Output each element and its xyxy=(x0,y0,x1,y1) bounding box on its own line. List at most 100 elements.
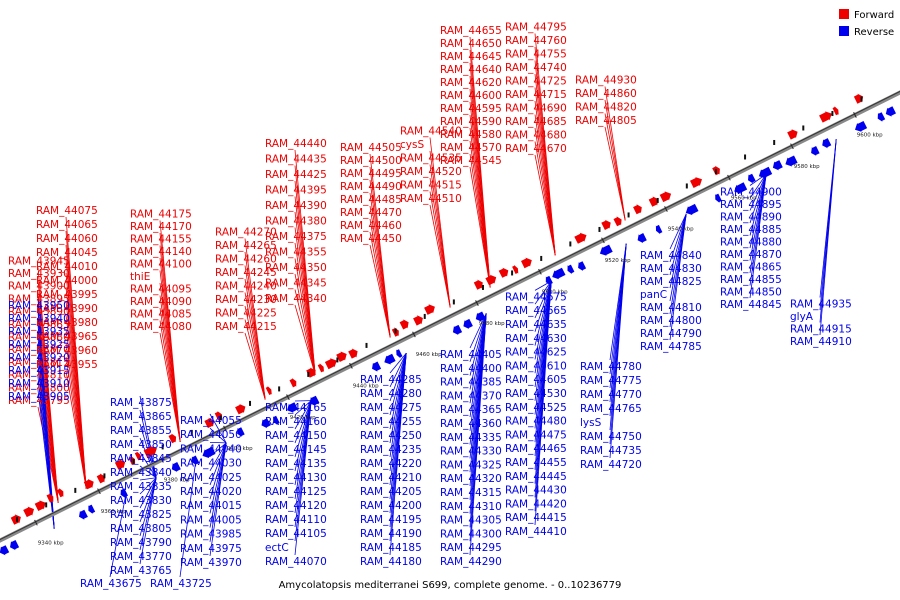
feature-marker xyxy=(627,212,630,218)
leader-line xyxy=(429,137,451,308)
reverse-gene-label: RAM_44415 xyxy=(505,512,567,524)
forward-gene-label: RAM_44640 xyxy=(440,64,502,76)
leader-line xyxy=(209,442,227,500)
forward-gene-label: RAM_44435 xyxy=(265,154,327,166)
forward-gene-label: RAM_44090 xyxy=(130,296,192,308)
leader-line xyxy=(534,281,552,346)
reverse-gene-arrow xyxy=(261,418,271,429)
forward-gene-label: cysS xyxy=(400,139,424,151)
reverse-gene-label: RAM_44625 xyxy=(505,347,567,359)
reverse-gene-label: RAM_44480 xyxy=(505,416,567,428)
reverse-gene-label: RAM_43725 xyxy=(150,578,212,590)
genome-axis: 9340 kbp 9360 kbp 9380 kbp 9400 kbp 9420 kbp… xyxy=(0,90,900,546)
forward-gene-arrow xyxy=(659,191,672,203)
reverse-gene-arrow xyxy=(885,106,896,117)
reverse-gene-arrow xyxy=(237,427,245,437)
forward-gene-arrow xyxy=(690,177,702,188)
reverse-gene-label: RAM_44125 xyxy=(265,486,327,498)
reverse-gene-label: RAM_43905 xyxy=(8,391,70,403)
reverse-gene-arrow xyxy=(475,311,486,322)
leader-line xyxy=(749,173,767,199)
reverse-gene-label: RAM_44030 xyxy=(180,458,242,470)
axis-tick-label: 9340 kbp xyxy=(38,540,64,546)
leader-lines xyxy=(37,33,837,578)
leader-line xyxy=(534,281,552,374)
reverse-gene-arrow xyxy=(191,455,200,466)
reverse-gene-arrow xyxy=(545,275,553,286)
reverse-gene-label: RAM_44475 xyxy=(505,429,567,441)
forward-gene-arrow xyxy=(574,232,587,244)
axis-tick xyxy=(349,362,353,369)
reverse-gene-arrow xyxy=(785,155,798,167)
forward-gene-label: RAM_43885 xyxy=(8,319,70,331)
reverse-gene-label: RAM_43935 xyxy=(8,326,70,338)
reverse-gene-arrow xyxy=(120,488,128,498)
forward-gene-label: RAM_44680 xyxy=(505,130,567,142)
leader-line xyxy=(669,213,687,250)
axis-tick xyxy=(97,488,101,495)
forward-gene-label: RAM_44065 xyxy=(36,219,98,231)
legend-reverse-label: Reverse xyxy=(854,27,894,38)
leader-line xyxy=(294,400,312,486)
reverse-gene-label: RAM_43910 xyxy=(8,378,70,390)
leader-line xyxy=(294,400,312,444)
reverse-gene-label: RAM_44420 xyxy=(505,498,567,510)
leader-line xyxy=(294,400,312,416)
forward-gene-label: RAM_43965 xyxy=(36,331,98,343)
reverse-gene-label: RAM_44720 xyxy=(580,459,642,471)
axis-tick xyxy=(664,206,668,212)
reverse-gene-label: RAM_43765 xyxy=(110,565,172,577)
reverse-gene-label: RAM_44780 xyxy=(580,361,642,373)
reverse-gene-label: RAM_44525 xyxy=(505,402,567,414)
reverse-gene-arrow xyxy=(715,193,722,203)
reverse-gene-label: RAM_44150 xyxy=(265,430,327,442)
forward-gene-label: RAM_43815 xyxy=(8,357,70,369)
reverse-gene-arrow xyxy=(822,138,832,149)
forward-gene-label: RAM_44500 xyxy=(340,155,402,167)
legend-forward-label: Forward xyxy=(854,10,894,21)
reverse-gene-label: glyA xyxy=(790,311,814,323)
reverse-gene-label: RAM_43770 xyxy=(110,551,172,563)
reverse-gene-arrow xyxy=(273,415,280,426)
reverse-gene-arrow xyxy=(552,267,566,280)
axis-tick xyxy=(34,519,38,526)
leader-line xyxy=(209,442,227,514)
leader-line xyxy=(749,174,767,261)
forward-gene-arrow xyxy=(348,348,358,359)
leader-line xyxy=(139,437,157,478)
reverse-gene-arrow xyxy=(287,402,298,413)
leader-line xyxy=(294,289,316,375)
feature-marker xyxy=(598,226,601,232)
forward-gene-label: RAM_44395 xyxy=(265,185,327,197)
leader-line xyxy=(65,216,87,489)
forward-gene-arrow xyxy=(10,514,21,525)
leader-line xyxy=(669,213,687,276)
forward-gene-arrow xyxy=(23,506,34,518)
reverse-gene-label: RAM_44385 xyxy=(440,377,502,389)
forward-gene-label: RAM_43870 xyxy=(8,344,70,356)
forward-gene-label: RAM_44425 xyxy=(265,169,327,181)
reverse-gene-arrow xyxy=(685,203,699,216)
leader-line xyxy=(209,413,227,444)
forward-gene-label: RAM_44440 xyxy=(265,138,327,150)
forward-gene-arrow xyxy=(168,433,177,444)
axis-tick-label: 9540 kbp xyxy=(668,227,694,233)
forward-gene-label: RAM_44140 xyxy=(130,246,192,258)
reverse-gene-label: RAM_44050 xyxy=(180,429,242,441)
reverse-gene-label: RAM_43940 xyxy=(8,313,70,325)
forward-gene-arrow xyxy=(317,363,324,373)
leader-line xyxy=(389,353,407,444)
reverse-gene-label: RAM_44325 xyxy=(440,459,502,471)
axis-tick-label: 9580 kbp xyxy=(794,164,820,170)
leader-line xyxy=(139,477,157,565)
feature-marker xyxy=(452,299,455,305)
reverse-gene-label: RAM_44160 xyxy=(265,416,327,428)
reverse-gene-label: RAM_44110 xyxy=(265,514,327,526)
forward-gene-arrow xyxy=(648,196,659,207)
axis-tick xyxy=(853,112,857,118)
forward-gene-label: RAM_44515 xyxy=(400,180,462,192)
axis-tick-label: 9400 kbp xyxy=(227,446,253,452)
feature-marker xyxy=(249,400,252,406)
forward-gene-label: RAM_44620 xyxy=(440,77,502,89)
